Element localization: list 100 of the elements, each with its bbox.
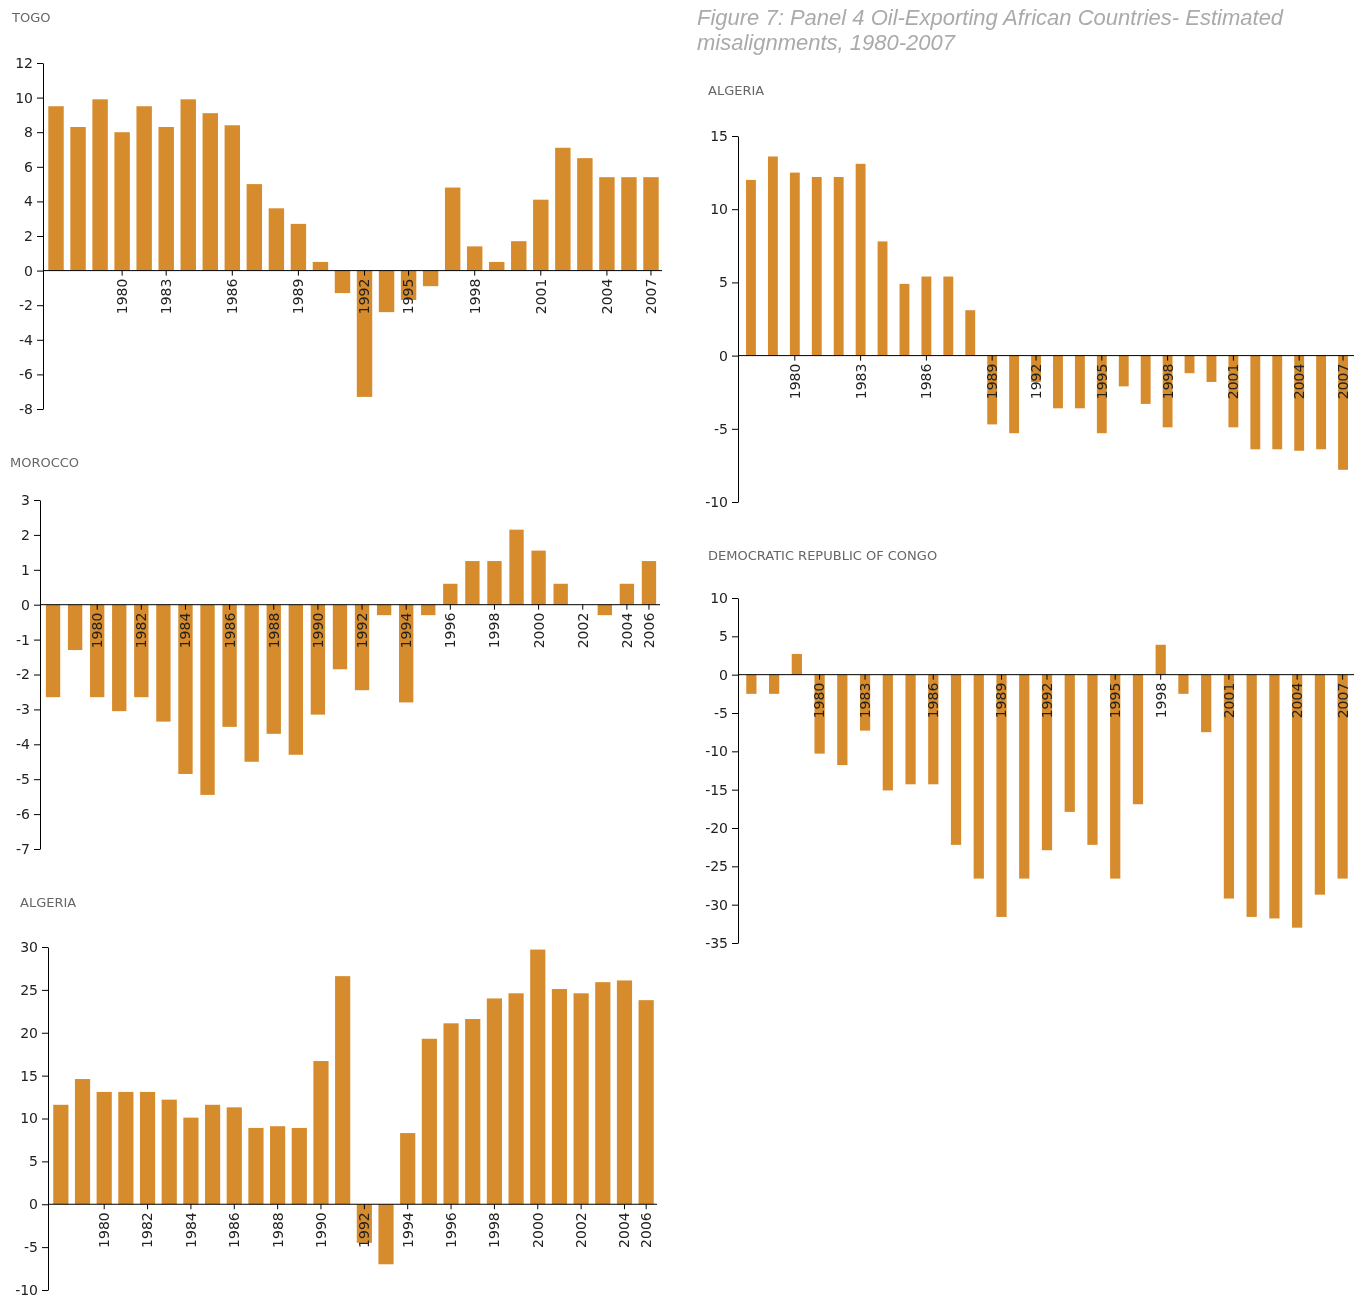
- x-tick-label: 2002: [573, 1212, 590, 1248]
- x-tick-label: 1983: [158, 278, 175, 315]
- x-tick-label: 1990: [309, 612, 326, 649]
- x-tick-label: 1989: [984, 363, 1001, 400]
- bar: [378, 270, 395, 313]
- x-tick-label: 2007: [642, 278, 659, 315]
- bar: [312, 261, 329, 271]
- bar: [899, 283, 910, 356]
- x-tick-label: 2000: [530, 612, 547, 649]
- bar: [1074, 355, 1085, 409]
- y-tick-label: 20: [20, 1024, 38, 1041]
- bar: [811, 176, 822, 356]
- bar: [313, 1061, 329, 1205]
- bar: [1140, 355, 1151, 404]
- x-tick-label: 1998: [1152, 682, 1169, 719]
- y-tick-label: 0: [29, 1196, 38, 1213]
- y-tick-label: -35: [705, 934, 728, 951]
- bar: [1250, 355, 1261, 450]
- y-tick-label: 15: [710, 127, 728, 144]
- x-tick-label: 2001: [1220, 682, 1237, 719]
- bar: [1223, 674, 1235, 899]
- bar: [183, 1117, 199, 1205]
- bar: [1064, 674, 1075, 812]
- y-tick-label: 6: [24, 158, 34, 175]
- y-tick-label: 1: [21, 561, 30, 578]
- x-tick-label: 1996: [442, 612, 459, 649]
- bar: [1009, 355, 1020, 434]
- caption: Figure 7: Panel 4 Oil-Exporting African Countries- Estimated misalignments, 1980-2007: [697, 5, 1284, 55]
- bar: [641, 561, 657, 605]
- y-tick-label: -4: [19, 331, 34, 348]
- bar: [178, 604, 193, 774]
- bar: [270, 1126, 286, 1205]
- x-tick-label: 2006: [638, 1212, 655, 1248]
- x-tick-label: 1992: [356, 278, 373, 315]
- bar: [70, 127, 86, 271]
- bar: [1269, 674, 1280, 919]
- bar: [643, 177, 659, 271]
- chart-title: MOROCCO: [10, 455, 80, 470]
- bar: [1053, 355, 1063, 409]
- y-tick-label: 12: [15, 54, 33, 71]
- bar: [965, 310, 976, 356]
- bar: [465, 561, 480, 605]
- x-tick-label: 1995: [1093, 363, 1110, 400]
- bar: [533, 199, 549, 271]
- bar: [597, 604, 612, 616]
- bar: [158, 127, 174, 271]
- bar: [443, 1023, 459, 1205]
- bar: [224, 125, 241, 271]
- x-tick-label: 1995: [1107, 682, 1124, 719]
- x-tick-label: 2001: [1225, 363, 1242, 400]
- x-tick-label: 2004: [1291, 363, 1308, 400]
- bar: [114, 132, 130, 271]
- bar: [973, 674, 984, 879]
- bar: [248, 1127, 264, 1205]
- bar: [638, 1000, 654, 1205]
- y-tick-label: -25: [705, 858, 728, 875]
- bar: [334, 270, 351, 294]
- bar: [332, 604, 348, 670]
- bar: [421, 1038, 437, 1205]
- x-tick-label: 1984: [177, 612, 194, 649]
- y-tick-label: -5: [714, 704, 728, 721]
- bar: [45, 604, 61, 698]
- y-tick-label: -8: [19, 400, 33, 417]
- bar: [487, 561, 502, 605]
- bar: [921, 276, 932, 356]
- x-tick-label: 2004: [618, 612, 635, 649]
- x-tick-label: 1986: [221, 612, 238, 649]
- y-tick-label: -5: [714, 420, 728, 437]
- y-tick-label: -7: [16, 840, 30, 857]
- x-tick-label: 1986: [224, 278, 241, 315]
- bar: [531, 550, 546, 605]
- y-tick-label: 0: [719, 666, 728, 683]
- x-tick-label: 1998: [466, 278, 483, 315]
- bar: [553, 583, 568, 605]
- bar: [156, 604, 171, 722]
- y-tick-label: 5: [719, 628, 728, 645]
- bar: [1087, 674, 1098, 845]
- bar: [222, 604, 237, 727]
- y-tick-label: 0: [24, 262, 33, 279]
- y-tick-label: 10: [20, 1110, 38, 1127]
- bar: [768, 674, 780, 694]
- y-tick-label: -6: [19, 366, 34, 383]
- bar: [599, 177, 615, 271]
- x-tick-label: 1982: [139, 1212, 156, 1248]
- bar: [335, 976, 351, 1205]
- bar: [246, 184, 263, 271]
- bar: [421, 604, 436, 616]
- x-tick-label: 2000: [529, 1212, 546, 1248]
- x-tick-label: 1980: [786, 363, 803, 400]
- bar: [1201, 674, 1212, 733]
- y-tick-label: -6: [16, 806, 31, 823]
- bar: [96, 1091, 112, 1205]
- bar: [112, 604, 127, 712]
- bar: [67, 604, 83, 651]
- bar: [950, 674, 962, 845]
- bar: [1110, 674, 1121, 879]
- bar: [288, 604, 303, 755]
- chart-title: DEMOCRATIC REPUBLIC OF CONGO: [708, 548, 938, 563]
- bar: [1155, 644, 1166, 675]
- x-tick-label: 1988: [269, 1212, 286, 1248]
